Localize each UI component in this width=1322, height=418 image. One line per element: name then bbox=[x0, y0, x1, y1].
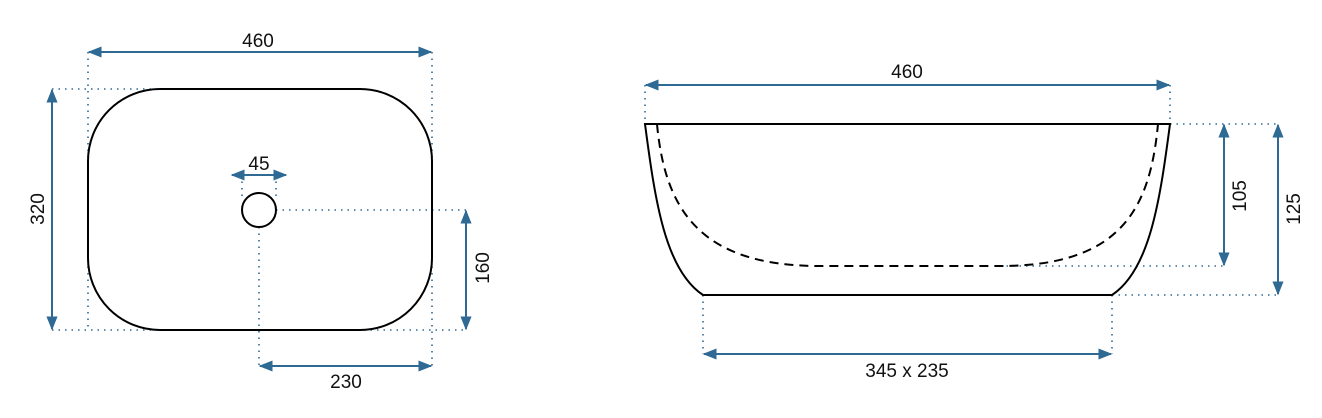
extension-line bbox=[644, 85, 1278, 354]
top-view: 460 320 45 160 230 bbox=[28, 31, 494, 393]
extension-line bbox=[52, 52, 466, 366]
drain-hole bbox=[241, 192, 277, 228]
inner-depth-label: 105 bbox=[1230, 180, 1251, 212]
basin-inner-profile bbox=[656, 123, 1159, 267]
side-width-label: 460 bbox=[891, 62, 923, 83]
basin-outline-side bbox=[643, 123, 1172, 296]
depth-label: 320 bbox=[28, 193, 49, 225]
width-label: 460 bbox=[242, 31, 274, 52]
basin-outline-top bbox=[87, 88, 433, 331]
drain-diameter-label: 45 bbox=[248, 154, 269, 175]
height-label: 125 bbox=[1284, 193, 1305, 225]
drain-offset-y-label: 160 bbox=[473, 252, 494, 284]
base-label: 345 x 235 bbox=[865, 361, 948, 382]
drain-offset-x-label: 230 bbox=[330, 372, 362, 393]
side-view: 460 105 125 345 x 235 bbox=[643, 62, 1305, 382]
